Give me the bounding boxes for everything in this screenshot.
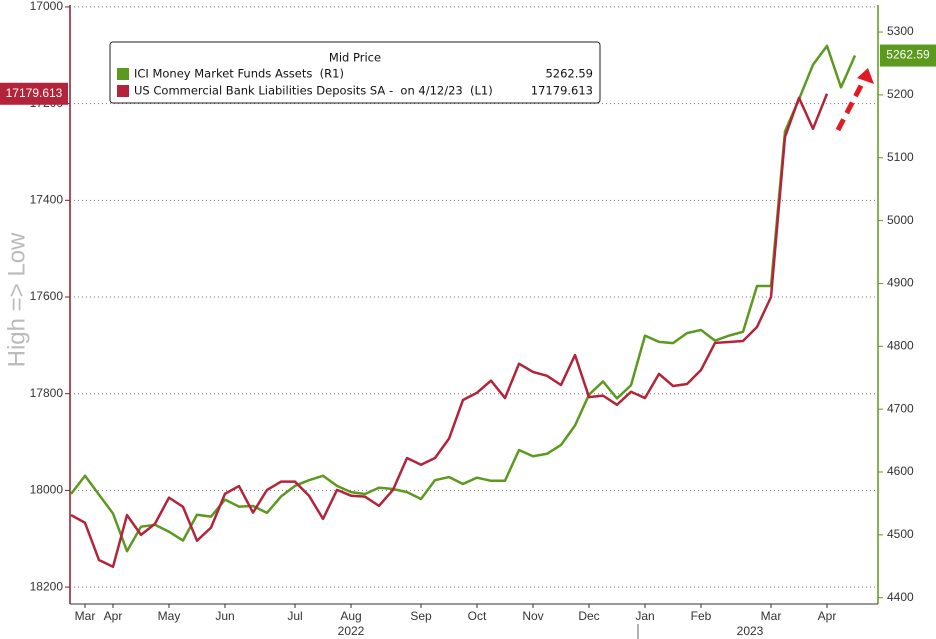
- x-tick-label: Apr: [104, 609, 123, 623]
- legend-box: [109, 41, 601, 104]
- y2-tick-label: 4600: [887, 464, 914, 478]
- x-tick-label: Feb: [691, 609, 712, 623]
- value-tag-label: 5262.59: [886, 48, 930, 62]
- annotation-arrow-head: [857, 68, 874, 84]
- y-tick-label: 17600: [30, 289, 64, 303]
- y2-tick-label: 4800: [887, 338, 914, 352]
- x-tick-label: Oct: [468, 609, 487, 623]
- legend-swatch: [117, 68, 129, 80]
- y2-tick-label: 5200: [887, 87, 914, 101]
- y2-tick-label: 5100: [887, 150, 914, 164]
- y2-tick-label: 5000: [887, 213, 914, 227]
- legend-value: 17179.613: [531, 84, 593, 98]
- legend-label: ICI Money Market Funds Assets (R1): [134, 67, 344, 81]
- y-tick-label: 18000: [30, 483, 64, 497]
- y-tick-label: 17800: [30, 386, 64, 400]
- legend-title: Mid Price: [329, 51, 381, 65]
- x-tick-label: Mar: [761, 609, 782, 623]
- x-tick-label: Nov: [522, 609, 543, 623]
- x-tick-label: Jun: [215, 609, 234, 623]
- x-tick-label: Apr: [818, 609, 837, 623]
- x-tick-label: Aug: [340, 609, 361, 623]
- x-tick-label: Mar: [75, 609, 96, 623]
- legend-value: 5262.59: [545, 67, 593, 81]
- plot-area: 1700017200174001760017800180001820044004…: [30, 0, 914, 639]
- x-group-label: 2022: [338, 624, 365, 638]
- y-tick-label: 18200: [30, 579, 64, 593]
- x-tick-label: May: [158, 609, 181, 623]
- annotation-arrow: [835, 74, 869, 132]
- value-tag-label: 17179.613: [6, 86, 63, 100]
- legend-swatch: [117, 85, 129, 97]
- legend-label: US Commercial Bank Liabilities Deposits …: [134, 84, 493, 98]
- series-line: [70, 93, 829, 569]
- value-tag: [0, 82, 68, 105]
- x-tick-label: Jul: [287, 609, 302, 623]
- legend: Mid Price ICI Money Market Funds Assets …: [109, 41, 601, 104]
- series-line: [70, 44, 857, 553]
- y2-tick-label: 4700: [887, 401, 914, 415]
- y-tick-label: 17000: [30, 0, 64, 13]
- x-tick-label: Dec: [578, 609, 599, 623]
- y-axis-label: High => Low: [3, 232, 30, 367]
- x-tick-label: Jan: [635, 609, 654, 623]
- y2-tick-label: 4500: [887, 527, 914, 541]
- x-group-label: 2023: [737, 624, 764, 638]
- y-tick-label: 17400: [30, 192, 64, 206]
- y2-tick-label: 4900: [887, 276, 914, 290]
- y2-tick-label: 5300: [887, 24, 914, 38]
- value-tag: [880, 44, 936, 67]
- x-tick-label: Sep: [410, 609, 432, 623]
- y2-tick-label: 4400: [887, 590, 914, 604]
